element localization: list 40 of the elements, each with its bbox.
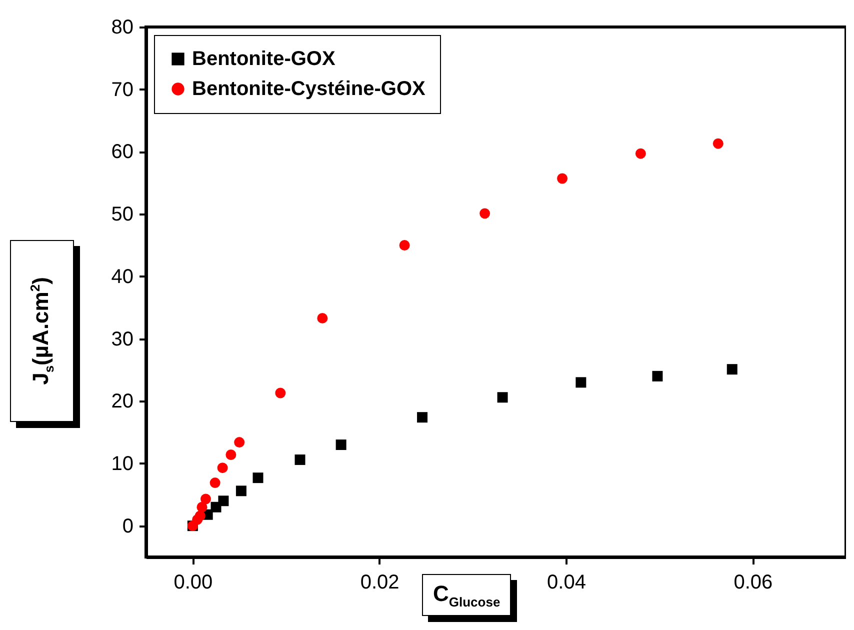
y-tick-label: 60 bbox=[111, 141, 134, 164]
point bbox=[218, 496, 229, 506]
legend-label: Bentonite-Cystéine-GOX bbox=[192, 78, 426, 100]
y-tick-label: 30 bbox=[111, 328, 134, 350]
y-tick-label: 80 bbox=[111, 16, 134, 38]
x-tick-label: 0.02 bbox=[360, 572, 400, 594]
point bbox=[217, 462, 228, 474]
x-axis-title: C$_{Glucose}$ bbox=[422, 574, 512, 616]
point bbox=[336, 440, 346, 450]
point bbox=[557, 173, 568, 184]
point bbox=[635, 148, 646, 159]
point bbox=[252, 472, 264, 484]
point bbox=[480, 208, 490, 219]
point bbox=[234, 437, 245, 448]
y-tick-label: 20 bbox=[111, 390, 134, 413]
point bbox=[196, 502, 208, 512]
point bbox=[194, 510, 206, 522]
point bbox=[275, 388, 286, 398]
point bbox=[399, 240, 410, 250]
point bbox=[726, 364, 738, 375]
point bbox=[226, 450, 236, 460]
y-tick-label: 70 bbox=[111, 78, 134, 101]
point bbox=[317, 312, 328, 324]
x-tick-label: 0.04 bbox=[547, 572, 586, 594]
y-tick-label: 0 bbox=[122, 515, 134, 538]
point bbox=[236, 486, 246, 496]
point bbox=[294, 454, 306, 465]
x-tick-label: 0.06 bbox=[734, 572, 773, 594]
point bbox=[712, 138, 724, 149]
point bbox=[652, 370, 663, 382]
point bbox=[200, 494, 211, 504]
point bbox=[497, 392, 508, 403]
y-tick-label: 50 bbox=[111, 204, 134, 226]
point bbox=[417, 412, 428, 423]
point bbox=[210, 478, 220, 488]
point bbox=[576, 377, 586, 388]
y-tick-label: 10 bbox=[111, 452, 134, 475]
legend-label: Bentonite-GOX bbox=[192, 48, 336, 70]
x-tick-label: 0.00 bbox=[174, 572, 213, 594]
y-tick-label: 40 bbox=[111, 266, 134, 288]
